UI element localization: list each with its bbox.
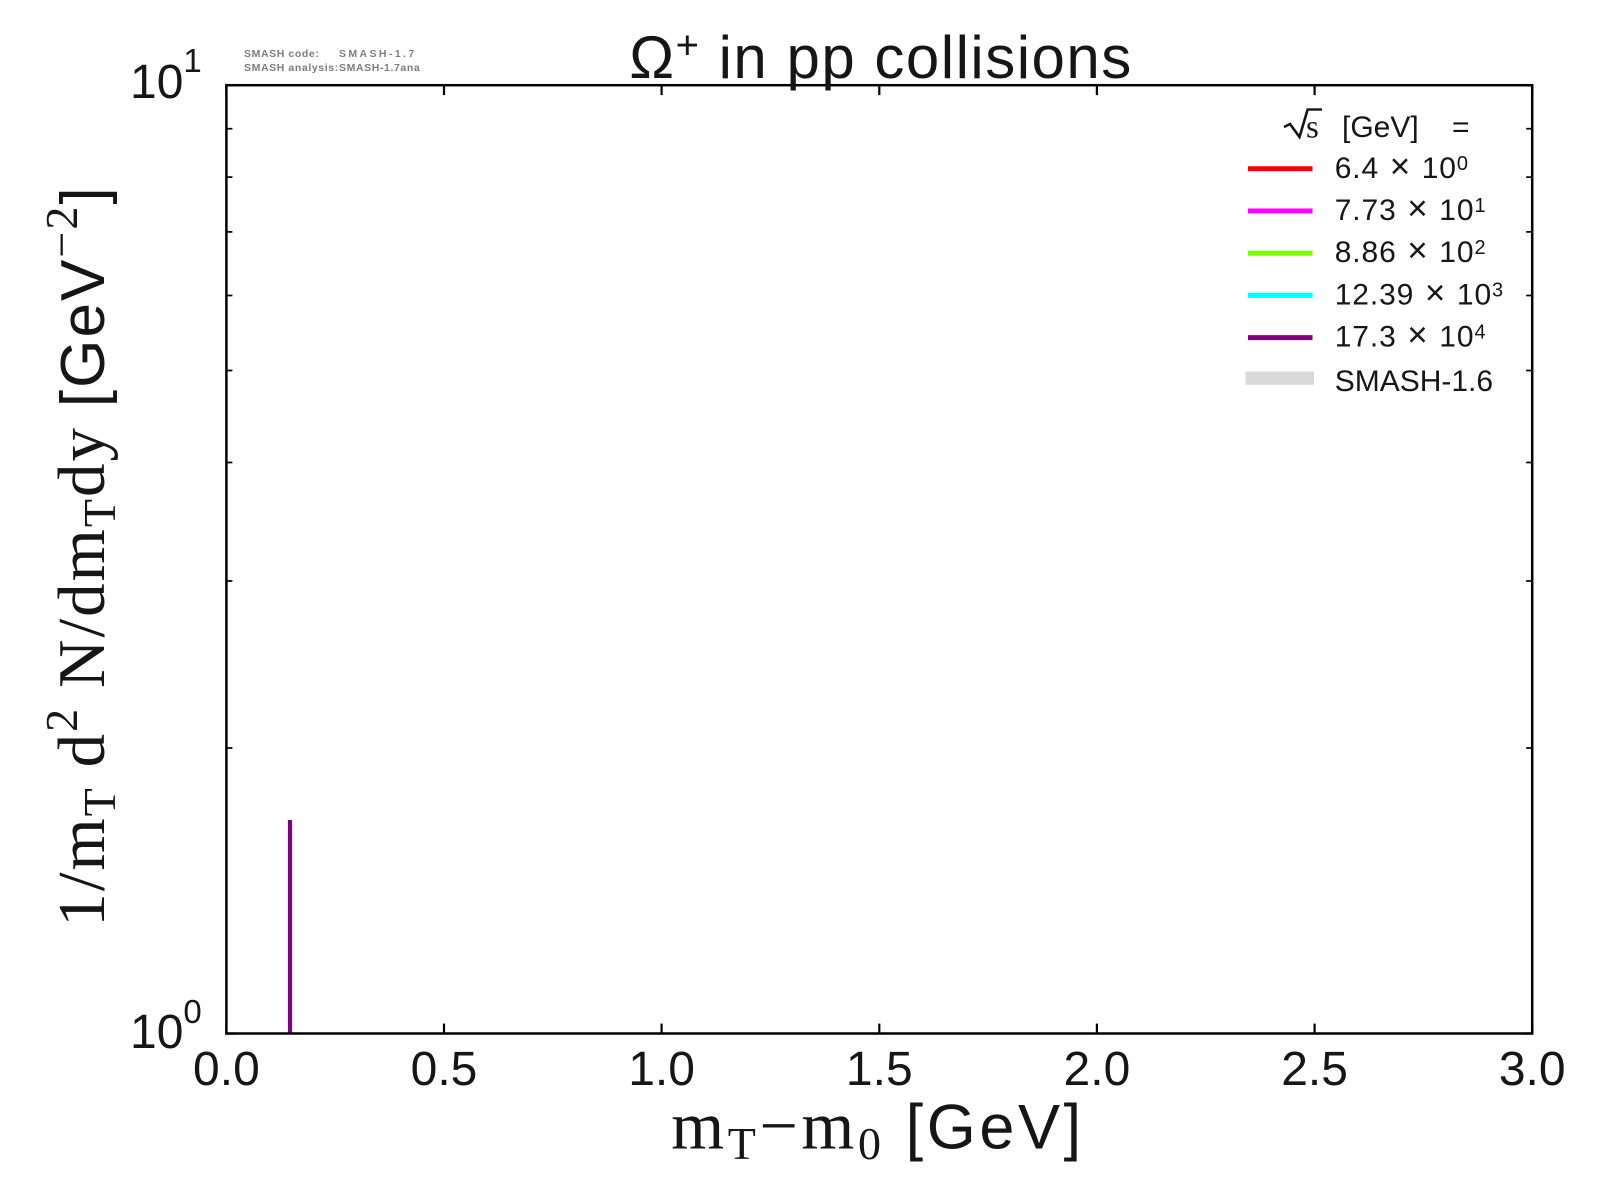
svg-text:1/mT d2 N/dmTdy [GeV−2]: 1/mT d2 N/dmTdy [GeV−2]: [36, 185, 125, 926]
svg-text:12.39 × 103: 12.39 × 103: [1335, 273, 1504, 312]
svg-text:6.4 × 100: 6.4 × 100: [1335, 147, 1469, 186]
svg-text:SMASH analysis:: SMASH analysis:: [244, 62, 339, 74]
svg-text:8.86 × 102: 8.86 × 102: [1335, 231, 1487, 270]
svg-text:3.0: 3.0: [1499, 1043, 1566, 1096]
svg-text:[GeV]: [GeV]: [1342, 111, 1419, 144]
svg-text:0.5: 0.5: [411, 1043, 478, 1096]
svg-text:mT−m0 [GeV]: mT−m0 [GeV]: [671, 1088, 1084, 1170]
svg-text:2.0: 2.0: [1064, 1043, 1131, 1096]
svg-text:17.3 × 104: 17.3 × 104: [1335, 316, 1487, 355]
svg-text:1.0: 1.0: [628, 1043, 695, 1096]
svg-text:7.73 × 101: 7.73 × 101: [1335, 189, 1487, 228]
svg-text:SMASH code:: SMASH code:: [244, 48, 319, 60]
svg-text:0.0: 0.0: [193, 1043, 260, 1096]
svg-text:s: s: [1306, 110, 1319, 146]
svg-text:SMASH-1.6: SMASH-1.6: [1335, 365, 1493, 398]
svg-text:=: =: [1452, 111, 1470, 144]
svg-text:SMASH-1.7: SMASH-1.7: [339, 48, 417, 60]
svg-text:SMASH-1.7ana: SMASH-1.7ana: [339, 62, 420, 74]
svg-text:1.5: 1.5: [846, 1043, 913, 1096]
svg-text:2.5: 2.5: [1281, 1043, 1348, 1096]
svg-text:Ω+ in pp collisions: Ω+ in pp collisions: [629, 24, 1133, 92]
